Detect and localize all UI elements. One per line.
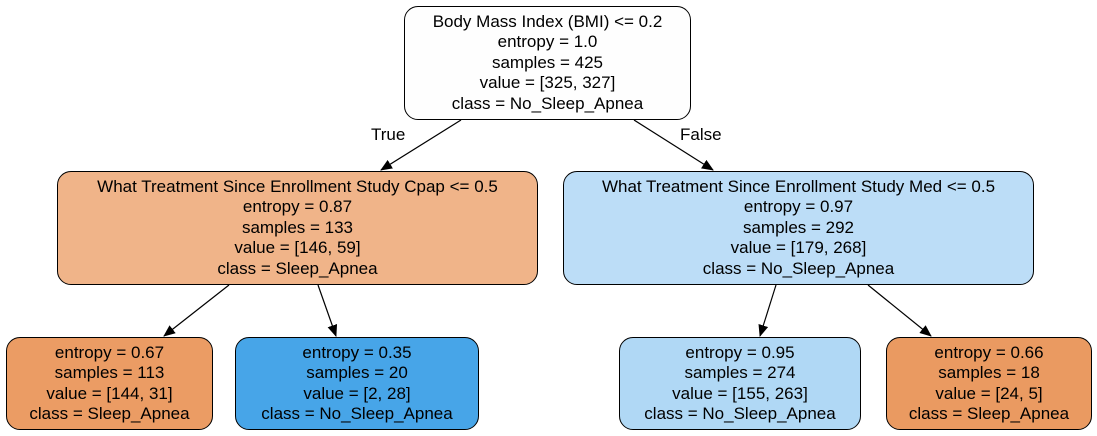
node-samples: samples = 18	[938, 363, 1040, 382]
node-condition: What Treatment Since Enrollment Study Me…	[601, 176, 996, 196]
edge-left-leaf1	[163, 284, 230, 337]
node-class: class = No_Sleep_Apnea	[261, 404, 453, 423]
leaf-node-4: entropy = 0.66 samples = 18 value = [24,…	[886, 337, 1092, 430]
node-condition: What Treatment Since Enrollment Study Cp…	[97, 176, 498, 196]
right-internal-node: What Treatment Since Enrollment Study Me…	[563, 171, 1034, 285]
node-samples: samples = 292	[742, 217, 855, 237]
node-samples: samples = 113	[54, 363, 165, 382]
node-value: value = [325, 327]	[479, 73, 616, 93]
node-entropy: entropy = 0.35	[302, 342, 412, 362]
node-condition: Body Mass Index (BMI) <= 0.2	[432, 11, 663, 31]
node-value: value = [146, 59]	[234, 238, 361, 258]
node-class: class = No_Sleep_Apnea	[451, 93, 644, 113]
leaf-node-3: entropy = 0.95 samples = 274 value = [15…	[619, 337, 861, 430]
left-internal-node: What Treatment Since Enrollment Study Cp…	[57, 171, 538, 285]
root-node: Body Mass Index (BMI) <= 0.2 entropy = 1…	[404, 6, 691, 120]
node-entropy: entropy = 0.97	[743, 197, 854, 217]
node-samples: samples = 133	[241, 217, 354, 237]
edge-root-right	[633, 119, 714, 171]
edge-root-left	[380, 119, 462, 171]
node-entropy: entropy = 1.0	[497, 32, 598, 52]
node-value: value = [24, 5]	[935, 383, 1043, 403]
leaf-node-1: entropy = 0.67 samples = 113 value = [14…	[6, 337, 213, 430]
node-samples: samples = 20	[306, 363, 408, 382]
node-value: value = [2, 28]	[303, 383, 411, 403]
node-value: value = [155, 263]	[672, 383, 808, 403]
node-class: class = No_Sleep_Apnea	[702, 258, 895, 278]
node-class: class = Sleep_Apnea	[908, 404, 1070, 423]
edge-left-leaf2	[317, 284, 338, 337]
edge-label-false: False	[680, 125, 722, 144]
node-value: value = [144, 31]	[46, 383, 173, 403]
node-entropy: entropy = 0.66	[934, 342, 1044, 362]
node-entropy: entropy = 0.87	[242, 197, 353, 217]
node-entropy: entropy = 0.67	[54, 342, 165, 362]
node-samples: samples = 425	[491, 52, 604, 72]
leaf-node-2: entropy = 0.35 samples = 20 value = [2, …	[235, 337, 479, 430]
edge-right-leaf3	[758, 284, 777, 337]
node-class: class = Sleep_Apnea	[217, 258, 378, 278]
node-entropy: entropy = 0.95	[685, 342, 795, 362]
node-class: class = No_Sleep_Apnea	[644, 404, 836, 423]
node-samples: samples = 274	[684, 363, 796, 382]
edge-label-true: True	[371, 125, 406, 144]
node-value: value = [179, 268]	[730, 238, 867, 258]
node-class: class = Sleep_Apnea	[29, 404, 190, 423]
edge-right-leaf4	[867, 284, 932, 337]
